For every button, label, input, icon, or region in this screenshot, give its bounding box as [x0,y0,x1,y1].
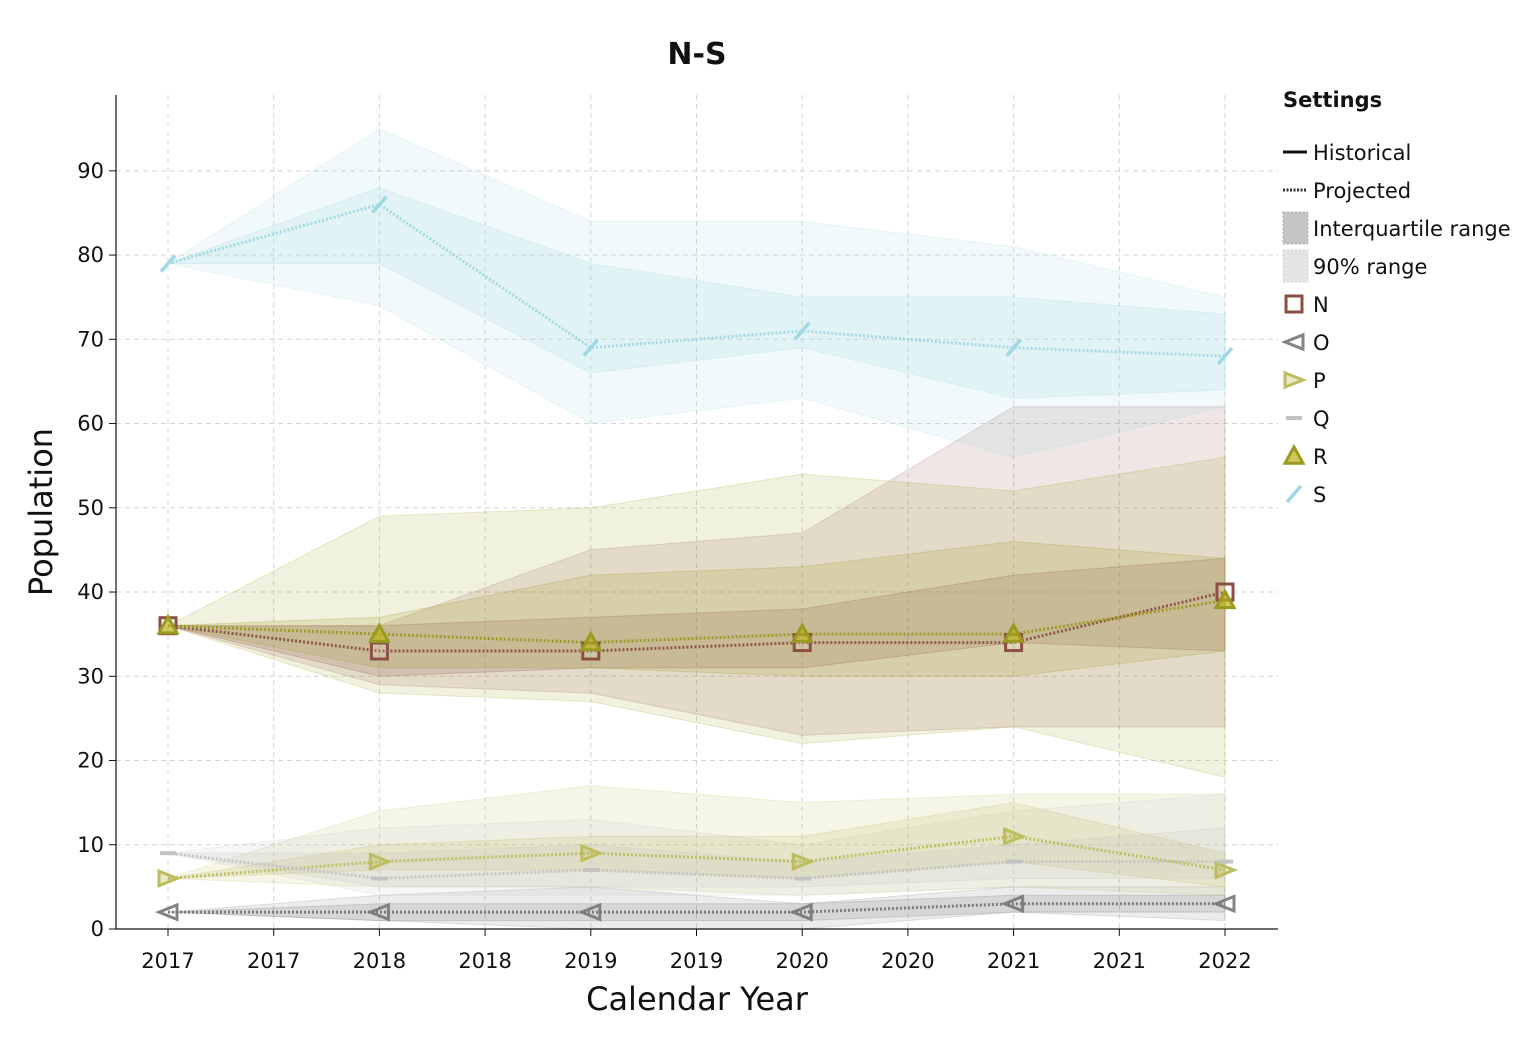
x-tick-label: 2017 [141,949,194,973]
y-tick-label: 50 [77,496,104,520]
marker-s [159,254,177,273]
series-lines [167,202,1226,914]
x-tick-label: 2020 [775,949,828,973]
legend-label: S [1313,483,1326,507]
y-tick-label: 90 [77,159,104,183]
y-tick-label: 70 [77,327,104,351]
x-tick-label: 2022 [1198,949,1251,973]
legend-label: R [1313,445,1328,469]
marker-p [791,852,816,872]
legend: Settings Historical Projected Interquartile… [1280,88,1511,507]
x-axis-label: Calendar Year [586,980,809,1018]
x-tick-label: 2018 [458,949,511,973]
y-tick-label: 0 [91,917,104,941]
legend-title: Settings [1283,88,1382,112]
legend-label: Q [1313,407,1330,431]
marker-p [580,843,604,863]
line-q [167,851,1225,880]
band-90-n [167,406,1226,736]
marker-o [577,902,602,922]
line-s [167,202,1226,358]
band-90-s [166,128,1226,458]
legend-marker-p [1283,370,1308,390]
marker-o [789,902,813,922]
legend-label: O [1313,331,1330,355]
x-tick-label: 2019 [670,949,723,973]
x-tick-label: 2021 [987,949,1040,973]
interquartile-bands [167,187,1226,922]
x-tick-label: 2017 [247,949,300,973]
legend-marker-n [1284,294,1304,314]
series-markers [154,195,1239,922]
marker-r [1213,588,1237,610]
marker-r [579,630,603,652]
legend-swatch-90 [1282,249,1309,283]
marker-n [369,641,389,661]
line-r [167,598,1226,645]
legend-label: Interquartile range [1313,217,1511,241]
marker-p [1003,826,1027,846]
x-tick-label: 2019 [564,949,617,973]
band-90-r [166,456,1226,778]
marker-s [582,338,600,357]
marker-p [1214,860,1239,880]
legend-marker-r [1282,443,1306,465]
legend-label: P [1313,369,1326,393]
marker-r [1002,622,1026,643]
marker-o [1211,894,1236,914]
marker-p [157,869,182,888]
marker-s [371,195,388,214]
y-tick-label: 40 [77,580,104,604]
legend-label: Historical [1313,141,1411,165]
marker-o [366,902,390,922]
line-p [167,834,1226,880]
marker-o [154,902,179,922]
y-tick-label: 30 [77,664,104,688]
y-tick-label: 60 [77,412,104,436]
marker-r [790,622,814,643]
x-tick-label: 2018 [353,949,406,973]
line-n [167,590,1226,653]
marker-s [793,321,811,341]
legend-label: N [1313,293,1329,317]
legend-marker-o [1280,332,1305,352]
marker-s [1005,338,1022,357]
y-tick-label: 20 [77,749,104,773]
y-tick-label: 80 [77,243,104,267]
x-tick-label: 2021 [1093,949,1146,973]
legend-label: Projected [1313,179,1411,203]
marker-p [368,852,393,872]
marker-s [1216,346,1234,366]
marker-r [156,613,180,635]
band-iqr-s [167,187,1226,399]
legend-label: 90% range [1313,255,1427,279]
band-90-p [167,785,1226,896]
line-o [168,902,1225,914]
y-axis-label: Population [22,428,60,596]
x-tick-label: 2020 [881,949,934,973]
chart-title: N-S [667,37,726,72]
legend-swatch-iqr [1282,211,1309,245]
grid [116,95,1278,929]
y-tick-label: 10 [77,833,104,857]
axes: 2017 2017 2018 2018 2019 2019 2020 2020 2021 2021… [77,95,1278,973]
marker-o [1000,894,1025,914]
marker-r [367,622,391,643]
legend-marker-s [1285,484,1303,504]
ninety-percent-bands [166,128,1226,930]
band-90-q [167,793,1226,896]
